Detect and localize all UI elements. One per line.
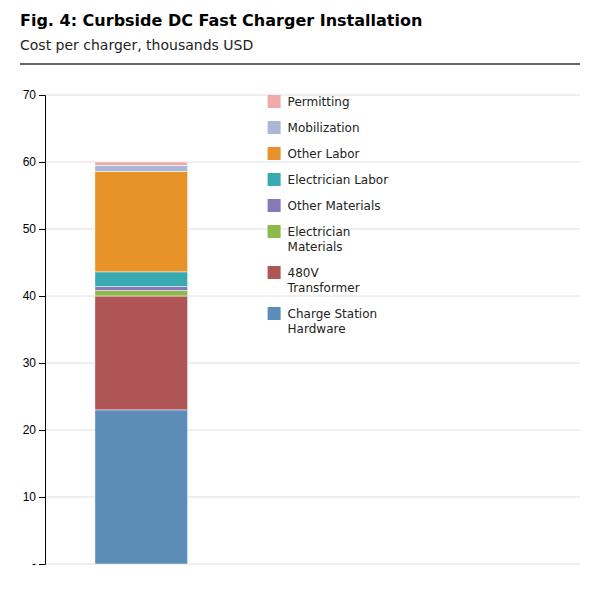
legend-item: Electrician Labor xyxy=(268,173,389,187)
bar-segment xyxy=(95,162,188,165)
bar-series xyxy=(95,291,188,296)
y-tick-mark xyxy=(39,564,45,565)
bar-series xyxy=(95,165,188,171)
subtitle: Cost per charger, thousands USD xyxy=(20,37,253,53)
plot: - 10 20 30 40 50 60 70 Permitting Mobilization Oth… xyxy=(23,88,580,571)
legend-swatch xyxy=(268,173,281,186)
legend-item: Other Labor xyxy=(268,147,360,161)
y-tick-mark xyxy=(39,229,45,230)
bar-series xyxy=(95,287,188,291)
legend-swatch xyxy=(268,147,281,160)
bar-series xyxy=(95,272,188,287)
y-tick-label: - xyxy=(32,557,36,571)
legend-swatch xyxy=(268,95,281,108)
y-tick-label: 70 xyxy=(23,88,37,102)
y-tick-mark xyxy=(39,363,45,364)
legend-label-line: Hardware xyxy=(288,322,346,336)
legend-label: ElectricianMaterials xyxy=(288,225,351,254)
legend-label-line: Electrician xyxy=(288,225,351,239)
chart: Fig. 4: Curbside DC Fast Charger Install… xyxy=(0,0,600,589)
y-tick-label: 40 xyxy=(23,289,37,303)
y-tick: 40 xyxy=(23,289,45,303)
y-tick: - xyxy=(32,557,45,571)
y-tick-label: 10 xyxy=(23,490,37,504)
legend-item: 480VTransformer xyxy=(268,266,360,295)
bar-series xyxy=(95,296,188,410)
bar-series xyxy=(95,410,188,564)
legend-item: Mobilization xyxy=(268,121,360,135)
legend-swatch xyxy=(268,121,281,134)
legend-label-line: Charge Station xyxy=(288,307,378,321)
legend-label: Permitting xyxy=(288,95,350,109)
bar-segment xyxy=(95,296,188,410)
y-tick: 10 xyxy=(23,490,45,504)
y-tick-label: 50 xyxy=(23,222,37,236)
legend-label: Electrician Labor xyxy=(288,173,389,187)
legend-label-line: Mobilization xyxy=(288,121,360,135)
legend-label: Other Labor xyxy=(288,147,360,161)
legend-swatch xyxy=(268,266,281,279)
bar-series xyxy=(95,171,188,272)
bar-segment xyxy=(95,291,188,296)
y-tick-label: 20 xyxy=(23,423,37,437)
bars xyxy=(95,162,188,564)
y-tick-mark xyxy=(39,497,45,498)
y-axis-line xyxy=(39,96,46,565)
legend: Permitting Mobilization Other Labor Electri… xyxy=(268,95,389,336)
legend-label-line: Permitting xyxy=(288,95,350,109)
bar-segment xyxy=(95,287,188,291)
legend-label: Mobilization xyxy=(288,121,360,135)
legend-item: ElectricianMaterials xyxy=(268,225,351,254)
legend-label: 480VTransformer xyxy=(287,266,360,295)
legend-item: Charge StationHardware xyxy=(268,307,378,336)
legend-label-line: Other Materials xyxy=(288,199,381,213)
bar-series xyxy=(95,162,188,165)
y-tick-mark xyxy=(39,162,45,163)
legend-item: Other Materials xyxy=(268,199,381,213)
title-rule xyxy=(20,63,580,65)
y-tick: 60 xyxy=(23,155,45,169)
y-tick-label: 60 xyxy=(23,155,37,169)
y-axis: - 10 20 30 40 50 60 70 xyxy=(23,88,46,571)
grid xyxy=(45,95,580,564)
legend-label-line: Materials xyxy=(288,240,343,254)
bar-segment xyxy=(95,410,188,564)
legend-label: Other Materials xyxy=(288,199,381,213)
legend-swatch xyxy=(268,199,281,212)
title: Fig. 4: Curbside DC Fast Charger Install… xyxy=(20,11,422,30)
y-tick-mark xyxy=(39,430,45,431)
y-tick: 30 xyxy=(23,356,45,370)
y-tick: 70 xyxy=(23,88,45,102)
legend-label-line: Transformer xyxy=(287,281,360,295)
legend-label: Charge StationHardware xyxy=(288,307,378,336)
legend-swatch xyxy=(268,225,281,238)
bar-segment xyxy=(95,272,188,287)
bar-segment xyxy=(95,165,188,171)
legend-item: Permitting xyxy=(268,95,350,109)
legend-label-line: 480V xyxy=(288,266,320,280)
y-tick: 20 xyxy=(23,423,45,437)
legend-label-line: Other Labor xyxy=(288,147,360,161)
legend-swatch xyxy=(268,307,281,320)
y-tick-mark xyxy=(39,296,45,297)
legend-label-line: Electrician Labor xyxy=(288,173,389,187)
y-tick-mark xyxy=(39,95,45,96)
y-tick-label: 30 xyxy=(23,356,37,370)
y-tick: 50 xyxy=(23,222,45,236)
bar-segment xyxy=(95,171,188,272)
